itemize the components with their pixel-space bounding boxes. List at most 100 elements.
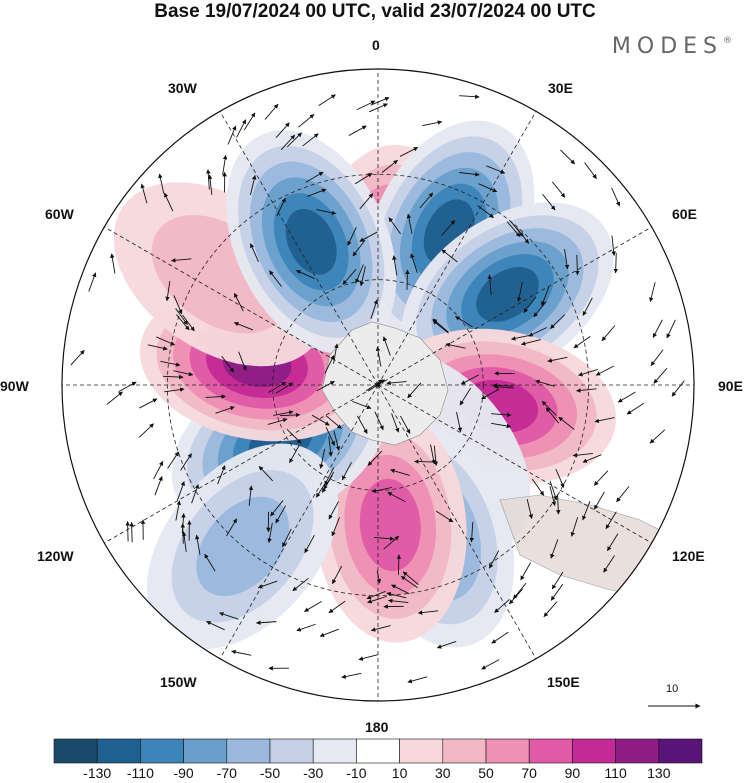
registered-mark: ® bbox=[723, 35, 732, 46]
wind-arrow bbox=[217, 465, 226, 485]
colorbar-swatch bbox=[226, 738, 271, 764]
wind-arrow bbox=[140, 183, 148, 204]
meridian-line bbox=[104, 384, 379, 544]
wind-arrow bbox=[257, 580, 278, 589]
wind-arrow bbox=[392, 255, 398, 276]
colorbar-swatch bbox=[269, 738, 314, 764]
wind-arrow bbox=[573, 336, 591, 349]
wind-arrow bbox=[390, 468, 410, 476]
wind-arrow bbox=[355, 264, 364, 284]
wind-arrow bbox=[492, 383, 513, 388]
wind-arrow bbox=[296, 270, 315, 280]
wind-arrow bbox=[341, 672, 362, 679]
colorbar-tick-label: -90 bbox=[173, 765, 194, 781]
latitude-circle bbox=[166, 173, 590, 597]
wind-arrow bbox=[459, 387, 472, 406]
brand-text: MODES bbox=[611, 34, 723, 59]
wind-arrow bbox=[653, 367, 668, 384]
wind-arrow bbox=[582, 297, 593, 316]
wind-arrow bbox=[410, 253, 418, 273]
wind-arrow bbox=[311, 414, 330, 426]
colorbar-tick-label: -110 bbox=[126, 765, 154, 781]
wind-arrow bbox=[158, 173, 165, 194]
wind-arrow bbox=[383, 535, 400, 550]
colorbar-tick-label: 110 bbox=[604, 765, 627, 781]
wind-arrow bbox=[430, 444, 436, 465]
wind-arrow bbox=[370, 625, 391, 632]
wind-arrow bbox=[154, 476, 163, 496]
wind-arrow bbox=[613, 252, 618, 274]
wind-arrow bbox=[513, 582, 527, 600]
wind-arrow bbox=[611, 187, 621, 207]
wind-arrow bbox=[319, 448, 326, 469]
wind-arrow bbox=[341, 461, 352, 481]
wind-arrow bbox=[316, 380, 335, 392]
wind-arrow bbox=[460, 374, 480, 385]
wind-arrow bbox=[328, 501, 339, 520]
lon-label-150e: 150E bbox=[547, 674, 580, 690]
wind-arrow bbox=[307, 188, 327, 197]
wind-arrow bbox=[400, 575, 418, 589]
wind-arrow bbox=[348, 125, 367, 136]
wind-arrow bbox=[226, 518, 238, 537]
wind-arrow bbox=[558, 416, 575, 430]
wind-arrow bbox=[352, 239, 366, 257]
wind-arrow bbox=[333, 343, 339, 364]
wind-arrow bbox=[328, 600, 346, 614]
wind-arrow bbox=[275, 505, 286, 524]
wind-arrow bbox=[542, 193, 556, 211]
wind-arrow bbox=[176, 314, 190, 331]
wind-arrow bbox=[359, 231, 378, 242]
wind-arrow bbox=[359, 266, 366, 287]
wind-arrow bbox=[180, 453, 192, 471]
wind-arrow bbox=[611, 235, 616, 256]
meridian-line bbox=[219, 384, 379, 659]
wind-arrow bbox=[258, 465, 274, 482]
wind-arrow bbox=[286, 429, 302, 444]
wind-arrow bbox=[369, 103, 388, 113]
vector-scale-label: 10 bbox=[666, 683, 679, 695]
wind-arrow bbox=[549, 486, 557, 507]
wind-arrow bbox=[626, 402, 645, 415]
wind-arrow bbox=[357, 415, 368, 434]
wind-arrow bbox=[582, 454, 602, 463]
colorbar-tick-label: 30 bbox=[435, 765, 451, 781]
colorbar-swatch bbox=[312, 738, 357, 764]
wind-arrow bbox=[528, 327, 547, 337]
wind-arrow bbox=[601, 325, 616, 342]
wind-arrow bbox=[607, 533, 619, 552]
wind-arrow bbox=[233, 292, 244, 312]
wind-arrow bbox=[617, 391, 636, 403]
colorbar-swatch bbox=[528, 738, 573, 764]
wind-arrow bbox=[555, 468, 565, 488]
wind-arrow bbox=[523, 296, 537, 313]
colorbar bbox=[53, 738, 703, 764]
wind-arrow bbox=[381, 159, 398, 173]
wind-arrow bbox=[153, 460, 164, 480]
wind-arrow bbox=[275, 122, 290, 138]
wind-arrow bbox=[487, 274, 493, 295]
wind-arrow bbox=[118, 381, 137, 392]
wind-arrow bbox=[304, 600, 322, 612]
wind-arrow bbox=[491, 422, 512, 429]
wind-arrow bbox=[167, 451, 180, 469]
colorbar-swatch bbox=[572, 738, 616, 764]
wind-arrow bbox=[387, 598, 409, 604]
wind-arrow bbox=[486, 165, 506, 174]
wind-arrow bbox=[387, 491, 406, 503]
wind-arrow bbox=[445, 342, 466, 349]
map-title: Base 19/07/2024 00 UTC, valid 23/07/2024… bbox=[154, 1, 596, 22]
wind-arrow bbox=[227, 125, 237, 145]
wind-arrow bbox=[649, 282, 656, 303]
wind-arrow bbox=[506, 221, 521, 238]
wind-arrow bbox=[400, 415, 411, 434]
wind-arrow bbox=[578, 368, 598, 377]
wind-arrow bbox=[270, 500, 284, 517]
wind-arrow bbox=[433, 445, 439, 466]
wind-arrow bbox=[156, 336, 176, 346]
wind-arrow bbox=[594, 417, 615, 424]
wind-arrow bbox=[342, 269, 357, 285]
wind-arrow bbox=[206, 169, 211, 190]
wind-arrow bbox=[370, 299, 378, 319]
wind-arrow bbox=[493, 384, 514, 390]
